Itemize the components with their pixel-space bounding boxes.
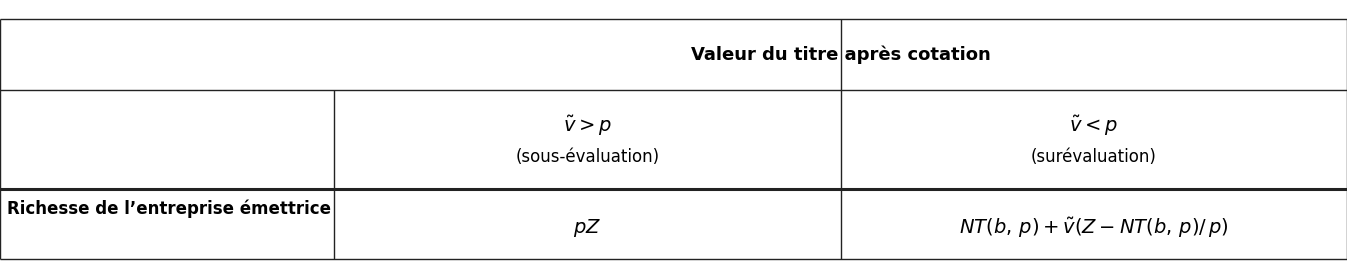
Text: $\tilde{v} < p$: $\tilde{v} < p$: [1070, 114, 1118, 138]
Text: (surévaluation): (surévaluation): [1030, 148, 1157, 167]
Text: $\tilde{v} > p$: $\tilde{v} > p$: [563, 114, 612, 138]
Text: Richesse de l’entreprise émettrice: Richesse de l’entreprise émettrice: [7, 200, 331, 218]
Text: $NT(b,\,p)+\tilde{v}(Z-NT(b,\,p)/\,p)$: $NT(b,\,p)+\tilde{v}(Z-NT(b,\,p)/\,p)$: [959, 215, 1228, 240]
Text: (sous-évaluation): (sous-évaluation): [516, 148, 659, 167]
Text: Valeur du titre après cotation: Valeur du titre après cotation: [691, 45, 990, 64]
Text: $pZ$: $pZ$: [574, 217, 601, 239]
